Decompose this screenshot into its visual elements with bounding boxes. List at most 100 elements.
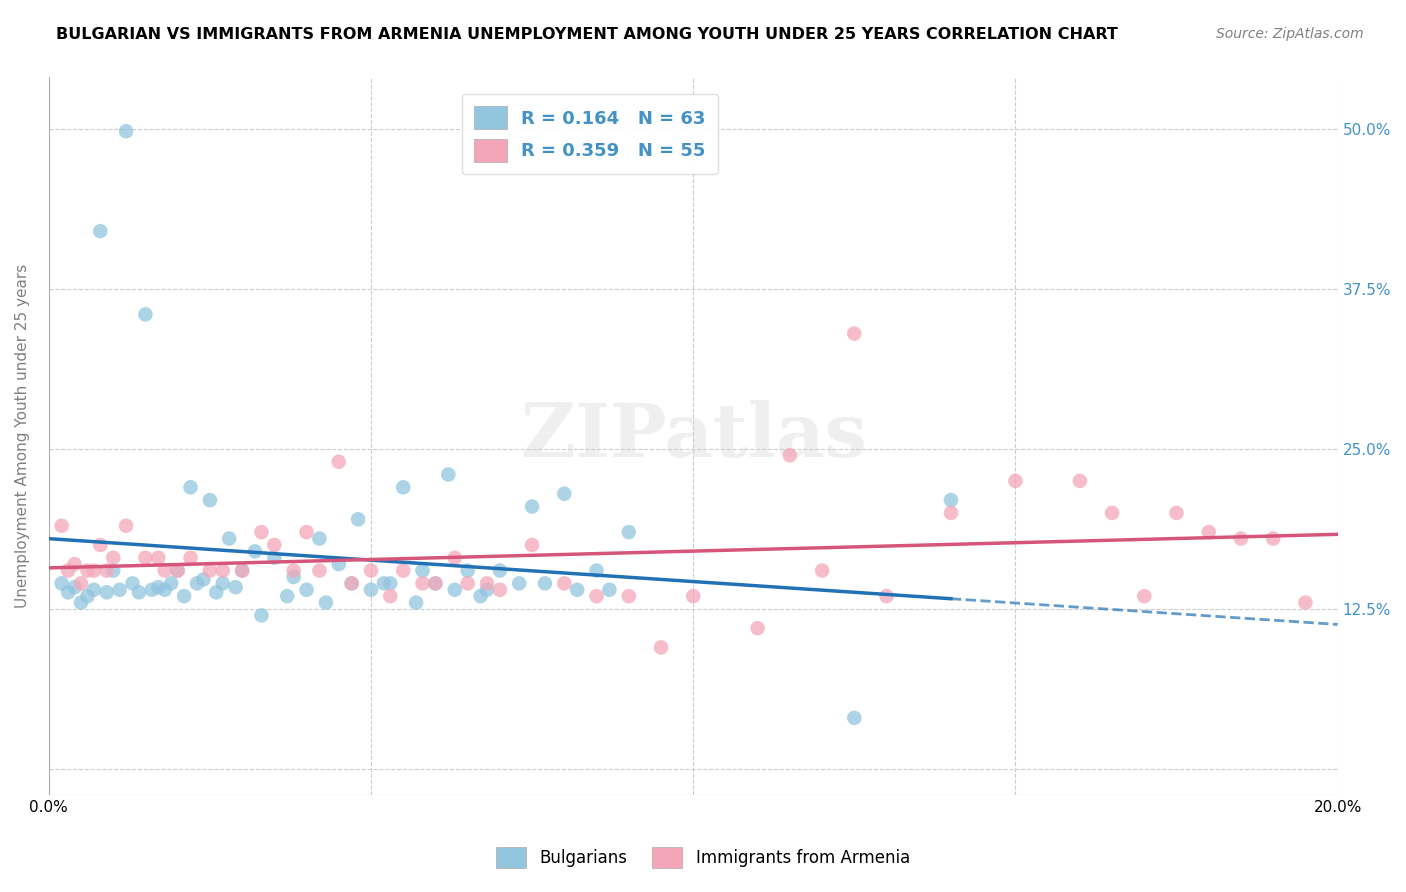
Point bbox=[283, 570, 305, 584]
Point bbox=[489, 582, 512, 597]
Point bbox=[160, 576, 183, 591]
Point bbox=[295, 582, 318, 597]
Point bbox=[567, 582, 589, 597]
Point bbox=[425, 576, 447, 591]
Point bbox=[328, 557, 350, 571]
Point bbox=[747, 621, 769, 635]
Point bbox=[534, 576, 557, 591]
Point bbox=[520, 500, 543, 514]
Y-axis label: Unemployment Among Youth under 25 years: Unemployment Among Youth under 25 years bbox=[15, 264, 30, 608]
Point bbox=[276, 589, 298, 603]
Point bbox=[166, 564, 188, 578]
Point bbox=[76, 564, 98, 578]
Point bbox=[1263, 532, 1285, 546]
Legend: R = 0.164   N = 63, R = 0.359   N = 55: R = 0.164 N = 63, R = 0.359 N = 55 bbox=[461, 94, 718, 174]
Point bbox=[405, 596, 427, 610]
Point bbox=[96, 564, 118, 578]
Point bbox=[315, 596, 337, 610]
Point bbox=[63, 557, 86, 571]
Point bbox=[128, 585, 150, 599]
Point bbox=[51, 518, 73, 533]
Point bbox=[153, 582, 176, 597]
Point bbox=[380, 576, 402, 591]
Point bbox=[1294, 596, 1316, 610]
Point bbox=[89, 538, 111, 552]
Point bbox=[475, 576, 498, 591]
Point bbox=[939, 506, 962, 520]
Point bbox=[153, 564, 176, 578]
Point bbox=[83, 582, 105, 597]
Point bbox=[308, 532, 330, 546]
Point bbox=[682, 589, 704, 603]
Point bbox=[779, 448, 801, 462]
Point bbox=[166, 564, 188, 578]
Point bbox=[211, 564, 233, 578]
Point bbox=[148, 550, 170, 565]
Point bbox=[51, 576, 73, 591]
Point bbox=[1166, 506, 1188, 520]
Legend: Bulgarians, Immigrants from Armenia: Bulgarians, Immigrants from Armenia bbox=[489, 840, 917, 875]
Point bbox=[115, 518, 138, 533]
Point bbox=[520, 538, 543, 552]
Point bbox=[470, 589, 492, 603]
Point bbox=[598, 582, 620, 597]
Point bbox=[457, 564, 479, 578]
Point bbox=[844, 326, 866, 341]
Point bbox=[263, 550, 285, 565]
Point bbox=[173, 589, 195, 603]
Point bbox=[360, 582, 382, 597]
Point bbox=[412, 576, 434, 591]
Point bbox=[1198, 525, 1220, 540]
Point bbox=[134, 307, 156, 321]
Point bbox=[1101, 506, 1123, 520]
Text: ZIPatlas: ZIPatlas bbox=[520, 400, 866, 473]
Point bbox=[96, 585, 118, 599]
Point bbox=[243, 544, 266, 558]
Point bbox=[380, 589, 402, 603]
Point bbox=[489, 564, 512, 578]
Point bbox=[231, 564, 253, 578]
Point bbox=[392, 564, 415, 578]
Point bbox=[360, 564, 382, 578]
Point bbox=[180, 550, 202, 565]
Point bbox=[89, 224, 111, 238]
Point bbox=[1230, 532, 1253, 546]
Text: BULGARIAN VS IMMIGRANTS FROM ARMENIA UNEMPLOYMENT AMONG YOUTH UNDER 25 YEARS COR: BULGARIAN VS IMMIGRANTS FROM ARMENIA UNE… bbox=[56, 27, 1118, 42]
Point bbox=[103, 564, 125, 578]
Point bbox=[218, 532, 240, 546]
Point bbox=[425, 576, 447, 591]
Point bbox=[198, 564, 221, 578]
Point bbox=[340, 576, 363, 591]
Point bbox=[585, 589, 607, 603]
Point bbox=[211, 576, 233, 591]
Point bbox=[70, 576, 93, 591]
Point bbox=[1069, 474, 1091, 488]
Point bbox=[585, 564, 607, 578]
Point bbox=[443, 582, 465, 597]
Point bbox=[225, 580, 247, 594]
Point bbox=[328, 455, 350, 469]
Point bbox=[198, 493, 221, 508]
Point bbox=[295, 525, 318, 540]
Point bbox=[115, 124, 138, 138]
Point bbox=[475, 582, 498, 597]
Point bbox=[617, 589, 640, 603]
Point bbox=[231, 564, 253, 578]
Point bbox=[193, 573, 215, 587]
Point bbox=[939, 493, 962, 508]
Point bbox=[148, 580, 170, 594]
Point bbox=[56, 585, 79, 599]
Point bbox=[553, 486, 575, 500]
Point bbox=[108, 582, 131, 597]
Point bbox=[283, 564, 305, 578]
Point bbox=[205, 585, 228, 599]
Point bbox=[844, 711, 866, 725]
Point bbox=[553, 576, 575, 591]
Point bbox=[134, 550, 156, 565]
Point bbox=[508, 576, 530, 591]
Point bbox=[1004, 474, 1026, 488]
Point bbox=[373, 576, 395, 591]
Point bbox=[63, 580, 86, 594]
Point bbox=[443, 550, 465, 565]
Point bbox=[121, 576, 143, 591]
